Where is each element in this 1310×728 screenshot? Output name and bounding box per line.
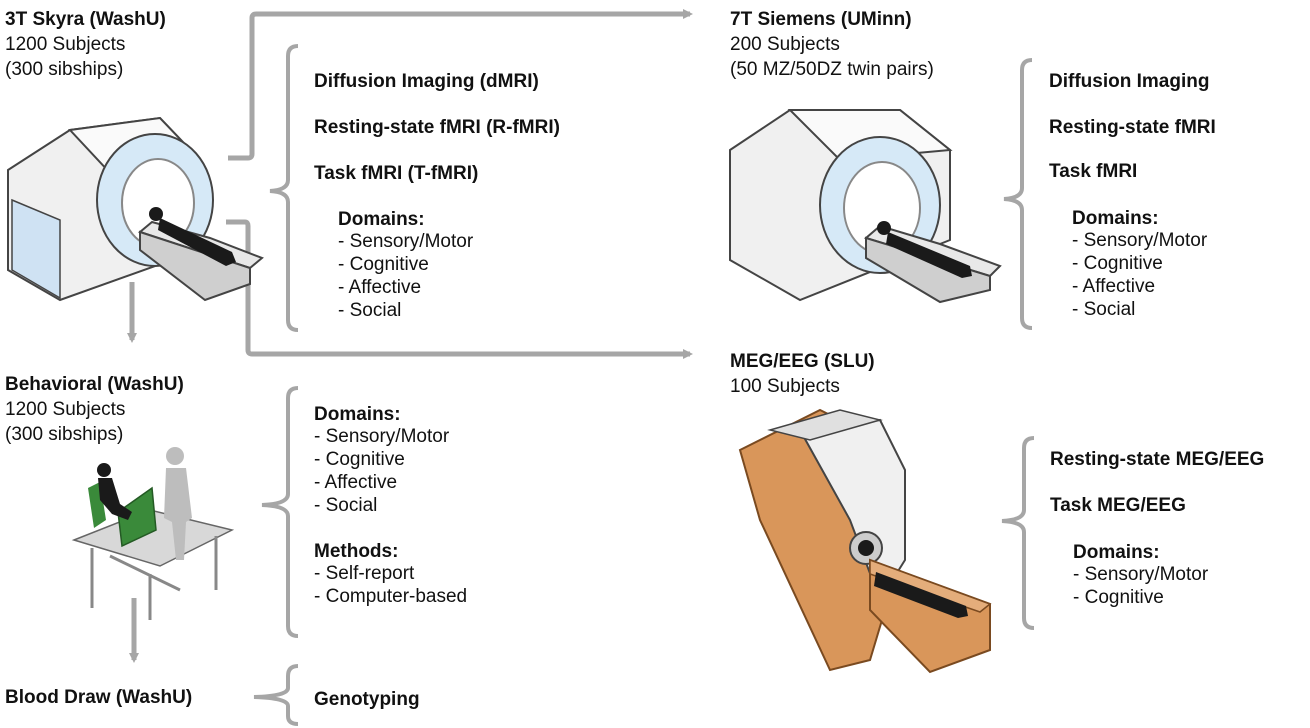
blood-genotyping: Genotyping bbox=[314, 689, 420, 710]
siemens-domains-list: - Sensory/Motor - Cognitive - Affective … bbox=[1072, 229, 1207, 321]
list-item: - Affective bbox=[314, 472, 398, 493]
list-item: - Social bbox=[314, 495, 378, 516]
siemens-modality-diffusion: Diffusion Imaging bbox=[1049, 71, 1210, 92]
behavioral-domains-label: Domains: bbox=[314, 404, 401, 425]
meg-domains-label: Domains: bbox=[1073, 542, 1160, 563]
list-item: - Sensory/Motor bbox=[1073, 564, 1209, 585]
meg-modality-task: Task MEG/EEG bbox=[1050, 495, 1186, 516]
siemens-subjects: 200 Subjects bbox=[730, 34, 840, 55]
siemens-note: (50 MZ/50DZ twin pairs) bbox=[730, 59, 934, 80]
list-item: - Cognitive bbox=[1073, 587, 1164, 608]
siemens-modality-resting: Resting-state fMRI bbox=[1049, 117, 1216, 138]
mri-scanner-icon bbox=[729, 109, 1002, 304]
computer-testing-icon bbox=[71, 447, 235, 620]
arrow-skyra-to-7t bbox=[228, 9, 693, 161]
list-item: - Computer-based bbox=[314, 586, 468, 607]
behavioral-subjects: 1200 Subjects bbox=[5, 399, 126, 420]
list-item: - Cognitive bbox=[1072, 253, 1163, 274]
behavioral-domains-list: - Sensory/Motor - Cognitive - Affective … bbox=[314, 425, 449, 517]
brace-blood bbox=[253, 664, 299, 726]
behavioral-note: (300 sibships) bbox=[5, 424, 124, 445]
list-item: - Sensory/Motor bbox=[1072, 230, 1208, 251]
list-item: - Sensory/Motor bbox=[314, 426, 450, 447]
list-item: - Affective bbox=[1072, 276, 1156, 297]
brace-skyra bbox=[269, 44, 299, 332]
list-item: - Social bbox=[338, 300, 402, 321]
brace-meg bbox=[1001, 436, 1035, 630]
list-item: - Cognitive bbox=[338, 254, 429, 275]
siemens-title: 7T Siemens (UMinn) bbox=[730, 9, 912, 30]
skyra-modality-dmri: Diffusion Imaging (dMRI) bbox=[314, 71, 539, 92]
list-item: - Sensory/Motor bbox=[338, 231, 474, 252]
meg-scanner-icon bbox=[738, 408, 992, 674]
skyra-subjects: 1200 Subjects bbox=[5, 34, 126, 55]
brace-siemens bbox=[1003, 58, 1033, 330]
meg-title: MEG/EEG (SLU) bbox=[730, 351, 875, 372]
list-item: - Self-report bbox=[314, 563, 415, 584]
meg-subjects: 100 Subjects bbox=[730, 376, 840, 397]
behavioral-methods-label: Methods: bbox=[314, 541, 399, 562]
list-item: - Cognitive bbox=[314, 449, 405, 470]
blood-title: Blood Draw (WashU) bbox=[5, 687, 193, 708]
skyra-modality-rfmri: Resting-state fMRI (R-fMRI) bbox=[314, 117, 560, 138]
skyra-modality-tfmri: Task fMRI (T-fMRI) bbox=[314, 163, 479, 184]
skyra-domains-label: Domains: bbox=[338, 209, 425, 230]
skyra-domains-list: - Sensory/Motor - Cognitive - Affective … bbox=[338, 230, 473, 322]
mri-scanner-icon bbox=[7, 116, 264, 302]
behavioral-title: Behavioral (WashU) bbox=[5, 374, 184, 395]
list-item: - Social bbox=[1072, 299, 1136, 320]
siemens-modality-task: Task fMRI bbox=[1049, 161, 1138, 182]
skyra-note: (300 sibships) bbox=[5, 59, 124, 80]
list-item: - Affective bbox=[338, 277, 422, 298]
meg-domains-list: - Sensory/Motor - Cognitive bbox=[1073, 563, 1208, 609]
siemens-domains-label: Domains: bbox=[1072, 208, 1159, 229]
arrow-skyra-to-meg bbox=[226, 219, 693, 359]
brace-behavioral bbox=[261, 386, 299, 638]
behavioral-methods-list: - Self-report - Computer-based bbox=[314, 562, 467, 608]
skyra-title: 3T Skyra (WashU) bbox=[5, 9, 166, 30]
meg-modality-resting: Resting-state MEG/EEG bbox=[1050, 449, 1265, 470]
